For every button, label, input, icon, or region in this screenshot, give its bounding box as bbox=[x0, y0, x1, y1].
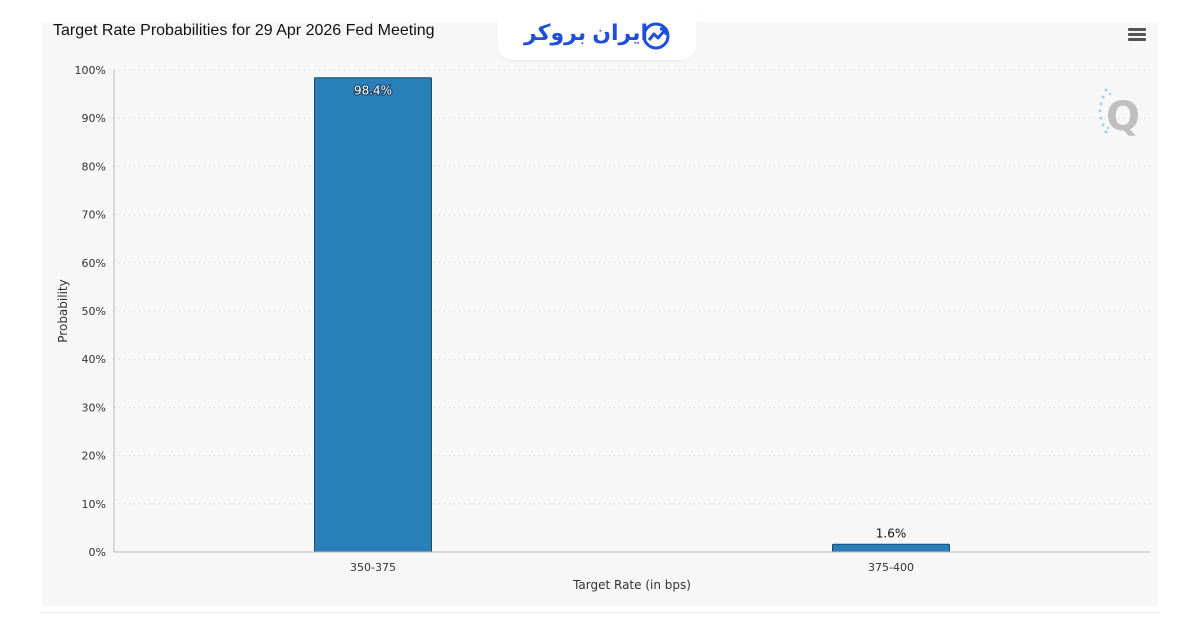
data-labels: 98.4% 1.6% bbox=[353, 83, 907, 541]
x-tick-labels: 350-375 375-400 bbox=[350, 561, 914, 574]
y-tick-label: 30% bbox=[82, 401, 106, 414]
q-watermark-icon: Q bbox=[1098, 88, 1140, 140]
y-tick-label: 50% bbox=[82, 305, 106, 318]
bottom-divider bbox=[42, 612, 1158, 613]
y-tick-labels: 0% 10% 20% 30% 40% 50% 60% 70% 80% 90% 100% bbox=[75, 64, 106, 559]
hamburger-menu-icon[interactable] bbox=[1128, 28, 1146, 42]
svg-text:Q: Q bbox=[1106, 94, 1140, 140]
data-label: 98.4% bbox=[354, 84, 392, 98]
bars bbox=[314, 77, 950, 553]
x-tick-label: 375-400 bbox=[868, 561, 914, 574]
y-tick-label: 60% bbox=[82, 257, 106, 270]
y-tick-label: 70% bbox=[82, 209, 106, 222]
x-axis-label: Target Rate (in bps) bbox=[572, 578, 691, 592]
data-label: 1.6% bbox=[876, 526, 907, 540]
chart-title: Target Rate Probabilities for 29 Apr 202… bbox=[53, 22, 435, 39]
y-tick-label: 100% bbox=[75, 64, 106, 77]
chart-panel bbox=[42, 22, 1158, 606]
x-tick-label: 350-375 bbox=[350, 561, 396, 574]
bar-350-375[interactable] bbox=[314, 77, 432, 553]
y-tick-label: 20% bbox=[82, 450, 106, 463]
y-tick-label: 40% bbox=[82, 353, 106, 366]
bar-375-400[interactable] bbox=[832, 543, 950, 553]
y-tick-label: 80% bbox=[82, 160, 106, 173]
logo-text: ایران بروکر bbox=[524, 20, 649, 45]
y-axis-label: Probability bbox=[56, 279, 70, 342]
y-tick-label: 0% bbox=[89, 546, 106, 559]
trend-arrow-icon bbox=[642, 22, 670, 50]
grid-lines bbox=[114, 69, 1150, 505]
y-tick-label: 90% bbox=[82, 112, 106, 125]
brand-logo: ایران بروکر bbox=[498, 12, 696, 60]
y-tick-label: 10% bbox=[82, 498, 106, 511]
